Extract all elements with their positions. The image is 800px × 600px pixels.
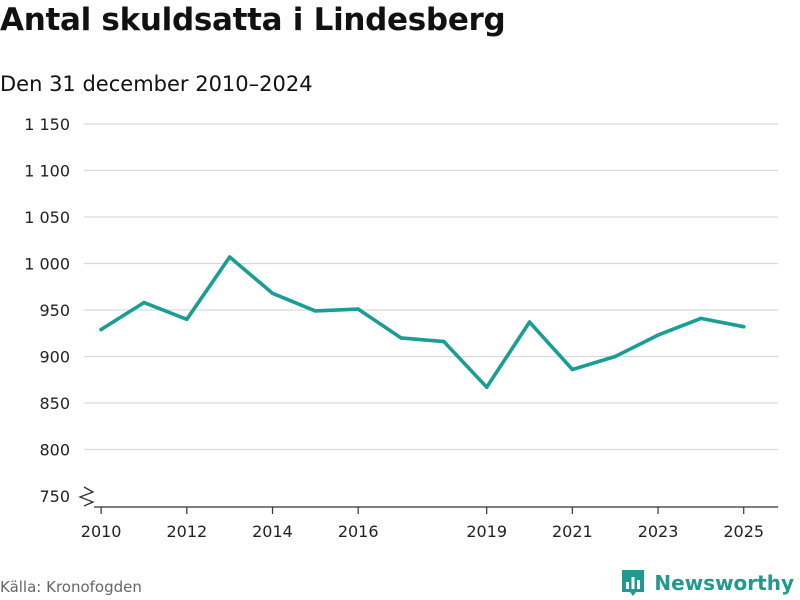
brand-name: Newsworthy xyxy=(654,571,794,595)
x-tick-label: 2019 xyxy=(466,522,507,541)
x-tick-label: 2016 xyxy=(338,522,379,541)
y-tick-label: 950 xyxy=(39,301,70,320)
brand-logo[interactable]: Newsworthy xyxy=(620,568,794,598)
x-tick-label: 2025 xyxy=(723,522,764,541)
data-point xyxy=(570,367,575,372)
data-point xyxy=(313,309,318,313)
data-point xyxy=(356,307,360,311)
chart-subtitle: Den 31 december 2010–2024 xyxy=(0,72,313,96)
data-point xyxy=(99,327,103,332)
data-point xyxy=(484,385,489,389)
y-tick-label: 1 100 xyxy=(24,162,70,181)
x-tick-label: 2023 xyxy=(638,522,679,541)
data-point xyxy=(699,316,703,321)
series-line xyxy=(99,255,746,390)
x-axis xyxy=(78,486,778,508)
data-point xyxy=(142,300,146,305)
data-point xyxy=(270,291,275,296)
source-note: Källa: Kronofogden xyxy=(0,578,142,596)
data-point xyxy=(741,324,746,329)
y-tick-label: 1 000 xyxy=(24,255,70,274)
data-point xyxy=(227,255,232,259)
y-tick-label: 900 xyxy=(39,348,70,367)
x-tick-label: 2010 xyxy=(81,522,122,541)
data-point xyxy=(399,336,403,340)
x-tick-label: 2021 xyxy=(552,522,593,541)
y-tick-label: 1 050 xyxy=(24,208,70,227)
x-axis-ticks: 2010 2012 2014 2016 2019 2021 2023 2025 xyxy=(81,507,764,541)
data-point xyxy=(442,339,446,344)
data-point xyxy=(527,320,532,324)
y-tick-label: 850 xyxy=(39,394,70,413)
y-axis-ticks: 750 800 850 900 950 1 000 1 050 1 100 1 150 xyxy=(24,115,70,506)
grid-lines xyxy=(84,123,778,451)
data-point xyxy=(613,354,618,359)
data-point xyxy=(656,333,660,337)
x-tick-label: 2012 xyxy=(166,522,207,541)
x-tick-label: 2014 xyxy=(252,522,293,541)
axis-break-icon xyxy=(78,486,95,507)
y-tick-label: 800 xyxy=(39,441,70,460)
data-point xyxy=(185,317,189,322)
series-layer xyxy=(99,255,746,390)
newsworthy-logo-icon xyxy=(622,570,645,596)
y-tick-label: 1 150 xyxy=(24,115,70,134)
y-tick-label: 750 xyxy=(39,487,70,506)
chart-title: Antal skuldsatta i Lindesberg xyxy=(0,2,506,38)
